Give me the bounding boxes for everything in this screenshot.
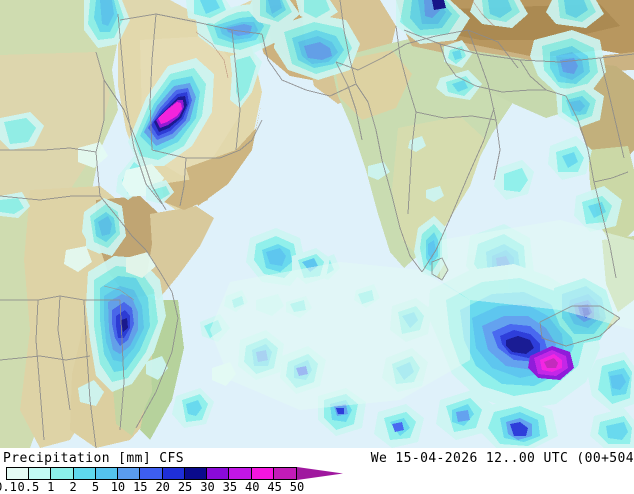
precipitation-map[interactable] xyxy=(0,0,634,448)
colorbar-swatch-45-50 xyxy=(273,468,297,479)
legend-title: Precipitation [mm] CFS xyxy=(3,451,184,466)
political-borders xyxy=(0,0,634,448)
legend-timestamp: We 15-04-2026 12..00 UTC (00+504 xyxy=(370,451,634,466)
colorbar-tick-5: 5 xyxy=(91,480,100,494)
colorbar-swatch-1-2 xyxy=(51,468,74,479)
precip-ethiopia xyxy=(82,198,126,256)
colorbar-tick-10: 10 xyxy=(110,480,126,494)
land-ganges-plain xyxy=(440,46,590,118)
colorbar-swatch-15-20 xyxy=(140,468,163,479)
colorbar-tick-35: 35 xyxy=(222,480,238,494)
colorbar-tick-15: 15 xyxy=(133,480,148,494)
land-yemen-highlands xyxy=(162,178,208,210)
precip-ocean-veil xyxy=(210,220,634,410)
basin-lines xyxy=(103,0,495,301)
land-oman-highlands xyxy=(186,100,262,206)
colorbar-tick-20: 20 xyxy=(155,480,170,494)
colorbar-tick-25: 25 xyxy=(177,480,193,494)
colorbar-swatch-25-30 xyxy=(184,468,208,479)
colorbar-tick-50: 50 xyxy=(289,480,305,494)
precip-saudi-arabia xyxy=(116,58,214,200)
colorbar-tick-0.5: 0.5 xyxy=(17,480,40,494)
colorbar-swatch-0.1-0.5 xyxy=(7,468,30,479)
map-canvas xyxy=(0,0,634,448)
precip-kenya-somalia xyxy=(78,252,166,406)
precip-pakistan xyxy=(186,0,360,80)
colorbar-overflow-arrow xyxy=(297,467,343,480)
colorbar-swatch-20-25 xyxy=(162,468,185,479)
colorbar-swatch-40-45 xyxy=(251,468,274,479)
colorbar-tick-40: 40 xyxy=(244,480,260,494)
precip-egypt xyxy=(0,112,108,218)
colorbar-swatch-35-40 xyxy=(229,468,252,479)
colorbar-tick-1: 1 xyxy=(47,480,55,494)
colorbar-swatch-30-35 xyxy=(207,468,230,479)
precip-central-india xyxy=(368,40,482,202)
colorbar-swatch-2-5 xyxy=(73,468,96,479)
colorbar-swatch-10-15 xyxy=(118,468,141,479)
colorbar-tick-0.1: 0.1 xyxy=(0,480,17,494)
colorbar-tick-30: 30 xyxy=(200,480,215,494)
colorbar-swatch-5-10 xyxy=(95,468,119,479)
colorbar-swatches[interactable] xyxy=(6,467,297,480)
colorbar-tick-45: 45 xyxy=(267,480,282,494)
precip-levant xyxy=(84,0,130,48)
precip-himalaya-tibet xyxy=(396,0,606,128)
legend-bar: Precipitation [mm] CFS We 15-04-2026 12.… xyxy=(0,448,634,494)
colorbar-swatch-0.5-1 xyxy=(29,468,52,479)
colorbar-tick-2: 2 xyxy=(69,480,77,494)
precipitation-field xyxy=(0,0,634,448)
